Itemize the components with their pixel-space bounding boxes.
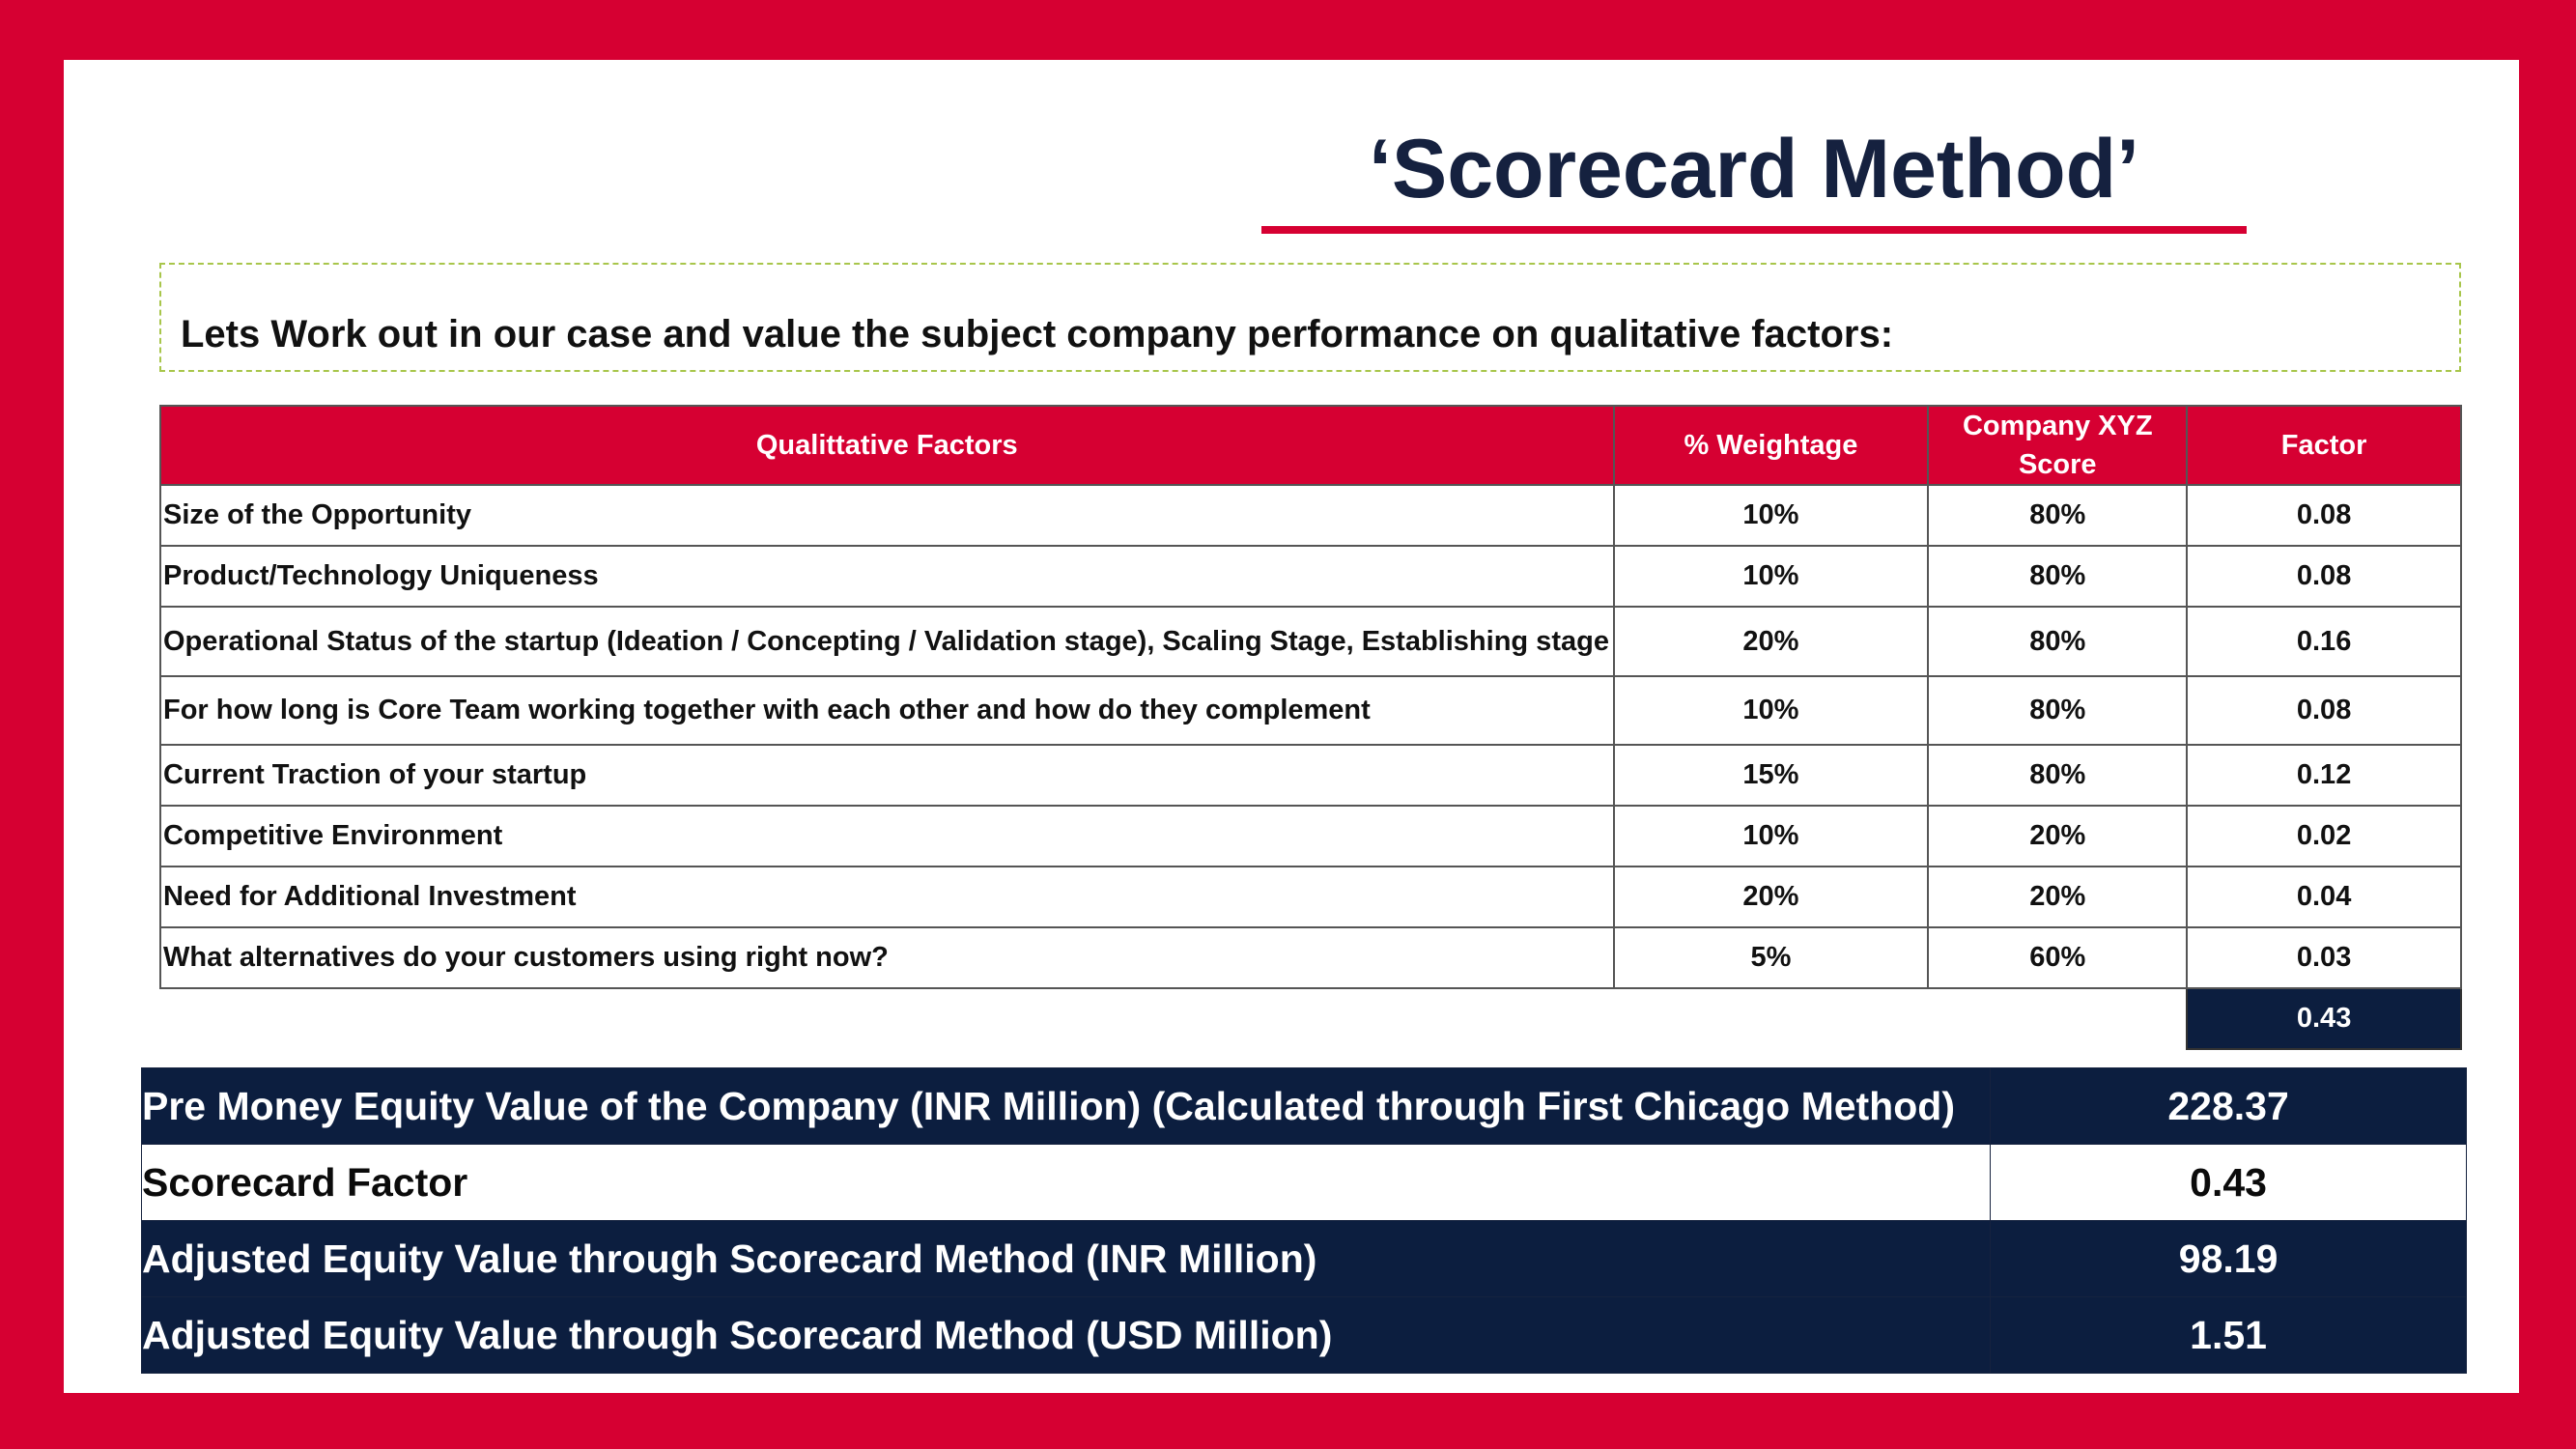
summary-row: Pre Money Equity Value of the Company (I… [140,1067,2467,1145]
factor-value: 0.08 [2186,675,2462,746]
factor-label: For how long is Core Team working togeth… [159,675,1615,746]
factor-label: Need for Additional Investment [159,866,1615,928]
factor-label: What alternatives do your customers usin… [159,926,1615,989]
table-row: For how long is Core Team working togeth… [159,675,2462,746]
table-row: What alternatives do your customers usin… [159,926,2462,989]
factors-table: Qualittative Factors % Weightage Company… [159,405,2462,1050]
factor-value: 0.08 [2186,484,2462,547]
factor-weightage: 10% [1612,484,1930,547]
summary-table: Pre Money Equity Value of the Company (I… [140,1067,2467,1374]
factor-total: 0.43 [2186,987,2462,1050]
factor-weightage: 20% [1612,866,1930,928]
table-row: Need for Additional Investment 20% 20% 0… [159,866,2462,928]
intro-box: Lets Work out in our case and value the … [159,263,2461,372]
factor-label: Size of the Opportunity [159,484,1615,547]
factor-weightage: 10% [1612,545,1930,608]
factor-score: 80% [1927,744,2189,807]
factor-label: Competitive Environment [159,805,1615,867]
table-row: Product/Technology Uniqueness 10% 80% 0.… [159,545,2462,608]
factor-score: 80% [1927,675,2189,746]
table-row: Current Traction of your startup 15% 80%… [159,744,2462,807]
table-row: Competitive Environment 10% 20% 0.02 [159,805,2462,867]
summary-value: 228.37 [1990,1067,2467,1145]
summary-value: 98.19 [1990,1220,2467,1297]
summary-label: Adjusted Equity Value through Scorecard … [140,1296,1992,1374]
factor-score: 80% [1927,606,2189,677]
summary-row: Adjusted Equity Value through Scorecard … [140,1296,2467,1374]
header-weightage: % Weightage [1612,405,1930,486]
factors-header-row: Qualittative Factors % Weightage Company… [159,405,2462,486]
factor-value: 0.03 [2186,926,2462,989]
factor-label: Product/Technology Uniqueness [159,545,1615,608]
factor-score: 80% [1927,545,2189,608]
factor-weightage: 20% [1612,606,1930,677]
factor-score: 20% [1927,805,2189,867]
factor-label: Operational Status of the startup (Ideat… [159,606,1615,677]
factor-weightage: 15% [1612,744,1930,807]
summary-row: Scorecard Factor 0.43 [140,1144,2467,1221]
factor-value: 0.04 [2186,866,2462,928]
factor-value: 0.08 [2186,545,2462,608]
summary-row: Adjusted Equity Value through Scorecard … [140,1220,2467,1297]
factor-value: 0.02 [2186,805,2462,867]
header-factor: Factor [2186,405,2462,486]
factor-score: 20% [1927,866,2189,928]
factor-weightage: 10% [1612,805,1930,867]
summary-value: 1.51 [1990,1296,2467,1374]
factor-value: 0.12 [2186,744,2462,807]
header-company-score-text: Company XYZ Score [1962,411,2153,480]
factor-score: 80% [1927,484,2189,547]
factor-label: Current Traction of your startup [159,744,1615,807]
page-title: ‘Scorecard Method’ [1368,123,2140,215]
header-company-score: Company XYZ Score [1927,405,2189,486]
factor-weightage: 10% [1612,675,1930,746]
summary-label: Adjusted Equity Value through Scorecard … [140,1220,1992,1297]
intro-text: Lets Work out in our case and value the … [181,313,1894,355]
summary-value: 0.43 [1990,1144,2467,1221]
factor-weightage: 5% [1612,926,1930,989]
title-underline [1261,226,2247,234]
factor-score: 60% [1927,926,2189,989]
factor-value: 0.16 [2186,606,2462,677]
table-row: Size of the Opportunity 10% 80% 0.08 [159,484,2462,547]
total-row: 0.43 [160,987,2462,1050]
summary-label: Pre Money Equity Value of the Company (I… [140,1067,1992,1145]
table-row: Operational Status of the startup (Ideat… [159,606,2462,677]
header-qualitative-factors: Qualittative Factors [159,405,1615,486]
summary-label: Scorecard Factor [140,1144,1992,1221]
